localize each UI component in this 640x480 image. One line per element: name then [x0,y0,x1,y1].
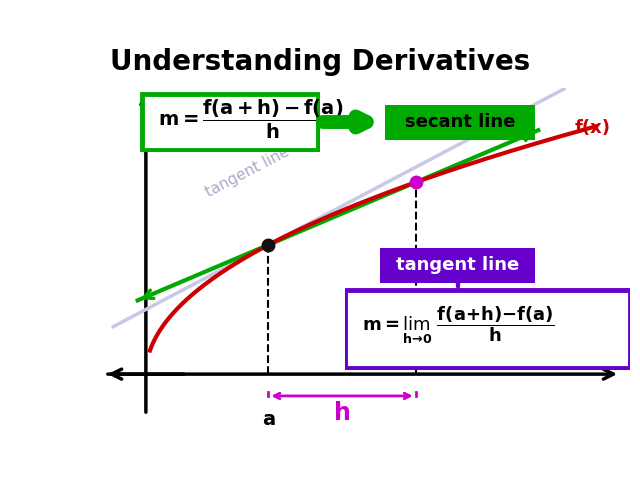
Text: $\mathbf{m = \dfrac{f(a+h)-f(a)}{h}}$: $\mathbf{m = \dfrac{f(a+h)-f(a)}{h}}$ [158,97,345,141]
Text: f(x): f(x) [575,120,611,137]
FancyBboxPatch shape [345,289,630,368]
Text: secant line: secant line [405,113,515,131]
Text: h: h [333,401,351,425]
Text: a: a [262,409,275,429]
FancyBboxPatch shape [385,106,535,139]
Text: Understanding Derivatives: Understanding Derivatives [110,48,530,75]
Text: tangent line: tangent line [203,144,292,200]
Text: $\mathbf{m = \lim_{h \to 0}\ \dfrac{f(a+h)-f(a)}{h}}$: $\mathbf{m = \lim_{h \to 0}\ \dfrac{f(a+… [362,304,555,346]
FancyBboxPatch shape [142,94,318,150]
FancyBboxPatch shape [380,249,535,282]
Text: tangent line: tangent line [396,256,519,274]
